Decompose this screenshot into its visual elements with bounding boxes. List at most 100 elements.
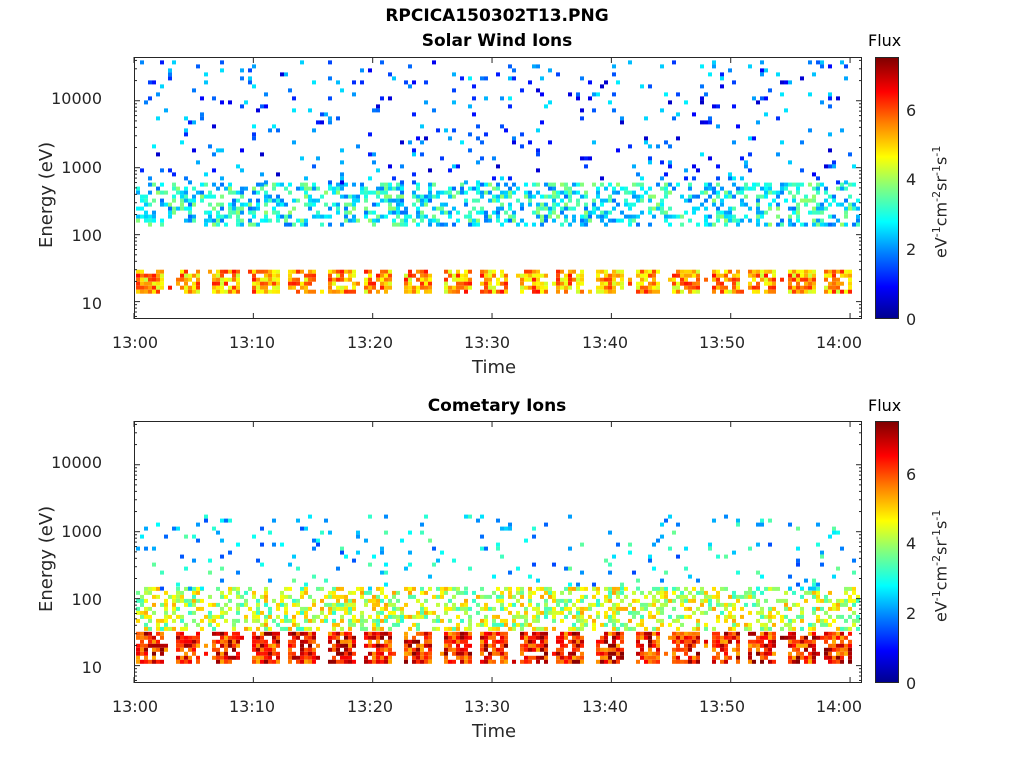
panel1-cell bbox=[152, 198, 156, 203]
panel2-cell bbox=[544, 655, 548, 660]
panel1-cell bbox=[848, 152, 852, 157]
panel1-cell bbox=[792, 222, 796, 227]
panel1-cell bbox=[648, 198, 652, 203]
panel2-cell bbox=[472, 590, 476, 595]
panel2-cell bbox=[236, 570, 240, 575]
panel2-cell bbox=[652, 586, 656, 591]
panel1-cell bbox=[712, 277, 716, 282]
panel1-cell bbox=[180, 285, 184, 290]
panel2-cell bbox=[276, 643, 280, 648]
panel1-cell bbox=[828, 214, 832, 219]
panel2-cell bbox=[160, 635, 164, 640]
panel1-cell bbox=[224, 281, 228, 286]
panel2-cell bbox=[332, 590, 336, 595]
panel1-cell bbox=[552, 210, 556, 215]
panel2-cell bbox=[272, 651, 276, 656]
panel1-cell bbox=[352, 289, 356, 294]
panel2-cell bbox=[144, 586, 148, 591]
panel1-cell bbox=[196, 277, 200, 282]
panel2-cell bbox=[284, 594, 288, 599]
panel1-cell bbox=[796, 190, 800, 195]
panel1-cell bbox=[520, 218, 524, 223]
panel1-cell bbox=[236, 190, 240, 195]
panel2-cell bbox=[272, 639, 276, 644]
panel2-cell bbox=[452, 586, 456, 591]
panel2-cell bbox=[376, 622, 380, 627]
panel1-cell bbox=[368, 289, 372, 294]
panel2-cell bbox=[716, 554, 720, 559]
panel1-cell bbox=[200, 112, 204, 117]
panel2-cell bbox=[696, 626, 700, 631]
panel1-cell bbox=[260, 152, 264, 157]
panel2-cell bbox=[308, 594, 312, 599]
panel1-cell bbox=[372, 222, 376, 227]
panel1-cell bbox=[424, 198, 428, 203]
panel1-cell bbox=[272, 186, 276, 191]
panel2-cell bbox=[196, 639, 200, 644]
panel1-cell bbox=[428, 198, 432, 203]
panel1-cell bbox=[652, 269, 656, 274]
panel2-cell bbox=[772, 643, 776, 648]
panel1-cell bbox=[520, 277, 524, 282]
panel1-cell bbox=[428, 289, 432, 294]
panel1-cell bbox=[600, 269, 604, 274]
panel1-cell bbox=[156, 152, 160, 157]
panel1-cell bbox=[480, 289, 484, 294]
panel1-cell bbox=[176, 206, 180, 211]
panel1-cell bbox=[420, 218, 424, 223]
panel2-cell bbox=[348, 602, 352, 607]
panel1-cell bbox=[612, 190, 616, 195]
panel2-cell bbox=[540, 635, 544, 640]
panel1-cell bbox=[832, 214, 836, 219]
panel2-cell bbox=[788, 586, 792, 591]
panel2-cell bbox=[256, 614, 260, 619]
panel2-cell bbox=[612, 586, 616, 591]
panel2-cell bbox=[688, 631, 692, 636]
panel2-cell bbox=[256, 647, 260, 652]
panel1-cell bbox=[768, 289, 772, 294]
panel2-cell bbox=[228, 550, 232, 555]
panel2-cell bbox=[696, 606, 700, 611]
panel1-cell bbox=[812, 210, 816, 215]
panel2-cell bbox=[324, 602, 328, 607]
panel2-cell bbox=[728, 631, 732, 636]
panel1-cell bbox=[432, 108, 436, 113]
panel2-cell bbox=[812, 647, 816, 652]
panel2-cell bbox=[504, 586, 508, 591]
panel1-cell bbox=[452, 88, 456, 93]
panel2-cell bbox=[144, 643, 148, 648]
panel1-cell bbox=[800, 140, 804, 145]
panel1-cell bbox=[144, 218, 148, 223]
panel2-cell bbox=[436, 558, 440, 563]
panel1-cell bbox=[264, 180, 268, 185]
panel1-cell bbox=[536, 289, 540, 294]
panel2-cell bbox=[328, 590, 332, 595]
panel1-cell bbox=[400, 182, 404, 187]
panel1-cell bbox=[656, 269, 660, 274]
panel2-cell bbox=[340, 546, 344, 551]
panel1-cell bbox=[188, 285, 192, 290]
panel1-cell bbox=[828, 269, 832, 274]
panel1-cell bbox=[824, 164, 828, 169]
panel1-cell bbox=[228, 214, 232, 219]
panel2-cell bbox=[500, 659, 504, 664]
panel2-cell bbox=[216, 530, 220, 535]
panel2-cell bbox=[408, 626, 412, 631]
panel1-cell bbox=[360, 68, 364, 73]
panel2-cell bbox=[300, 639, 304, 644]
panel2-cell bbox=[520, 622, 524, 627]
panel2-cell bbox=[668, 622, 672, 627]
panel2-cell bbox=[196, 598, 200, 603]
panel1-cell bbox=[848, 289, 852, 294]
panel2-cell bbox=[380, 610, 384, 615]
panel1-cell bbox=[612, 269, 616, 274]
panel2-cell bbox=[176, 526, 180, 531]
panel1-cell bbox=[492, 285, 496, 290]
panel1-cell bbox=[352, 182, 356, 187]
panel2-cell bbox=[820, 618, 824, 623]
panel1-cell bbox=[608, 273, 612, 278]
panel1-cell bbox=[304, 281, 308, 286]
panel1-cell bbox=[280, 202, 284, 207]
panel1-cell bbox=[340, 182, 344, 187]
panel2-cell bbox=[484, 659, 488, 664]
